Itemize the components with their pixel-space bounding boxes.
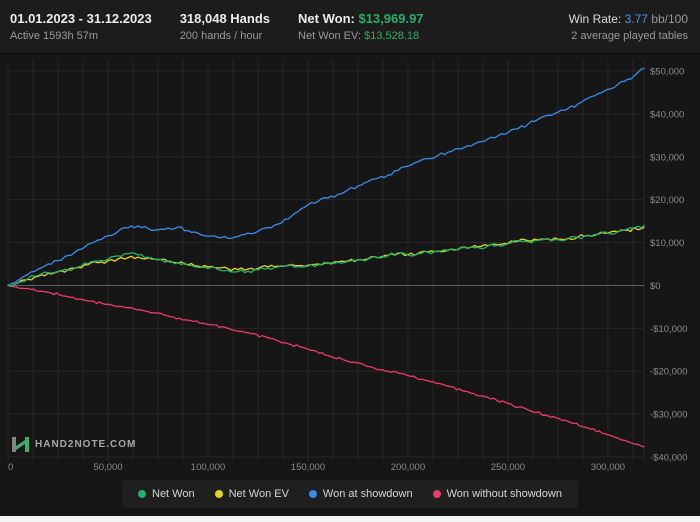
hand2note-logo: HAND2NOTE.COM (12, 437, 136, 452)
chart-legend: Net Won Net Won EV Won at showdown Won with… (122, 480, 578, 508)
series-line-won-at-showdown (7, 67, 645, 287)
net-won-ev-value: $13,528.18 (364, 30, 420, 42)
avg-tables: 2 average played tables (571, 29, 688, 42)
win-rate-line: Win Rate: 3.77 bb/100 (569, 12, 688, 26)
y-tick-label: -$30,000 (650, 410, 688, 421)
legend-row: Net Won Net Won EV Won at showdown Won with… (0, 472, 700, 516)
y-tick-label: -$20,000 (650, 367, 688, 378)
series-line-won-without-showdown (7, 284, 645, 448)
x-tick-label: 300,000 (591, 462, 625, 472)
legend-dot-won-at-showdown (308, 490, 317, 498)
series-line-net-won (7, 224, 645, 287)
legend-dot-net-won-ev (214, 490, 223, 498)
equity-chart[interactable]: $50,000 $40,000 $30,000 $20,000 $10,000 $0 -$1… (0, 54, 700, 472)
date-range: 01.01.2023 - 31.12.2023 (10, 11, 152, 26)
legend-dot-net-won (138, 490, 146, 498)
x-tick-label: 250,000 (491, 462, 525, 472)
legend-item-net-won-ev[interactable]: Net Won EV (214, 488, 289, 500)
hands-per-hour: 200 hands / hour (179, 30, 263, 42)
legend-label-net-won: Net Won (152, 488, 195, 500)
x-tick-label: 200,000 (391, 462, 425, 472)
net-won-value: $13,969.97 (358, 11, 424, 26)
stats-header: 01.01.2023 - 31.12.2023 Active 1593h 57m… (0, 0, 700, 54)
y-tick-label: $50,000 (650, 67, 684, 78)
x-tick-label: 0 (8, 462, 13, 472)
y-tick-label: $0 (650, 281, 661, 292)
y-tick-label: $40,000 (650, 109, 684, 120)
x-tick-label: 50,000 (93, 462, 122, 472)
active-time: Active 1593h 57m (10, 30, 99, 42)
net-won-group: Net Won: $13,969.97 Net Won EV: $13,528.… (298, 11, 424, 42)
legend-item-won-without-showdown[interactable]: Won without showdown (432, 488, 562, 500)
net-won-line: Net Won: $13,969.97 (298, 11, 424, 26)
net-won-label: Net Won: (298, 11, 355, 26)
win-rate-label: Win Rate: (568, 11, 622, 26)
y-tick-label: $10,000 (650, 238, 684, 249)
x-tick-label: 150,000 (291, 462, 325, 472)
x-tick-label: 100,000 (191, 462, 225, 472)
net-won-ev-label: Net Won EV: (298, 30, 362, 42)
net-won-ev-line: Net Won EV: $13,528.18 (298, 30, 424, 42)
hands-total: 318,048 Hands (179, 11, 271, 26)
series-line-net-won-ev (7, 226, 645, 287)
y-tick-label: -$40,000 (650, 453, 688, 464)
y-tick-label: $20,000 (650, 195, 684, 206)
legend-label-won-without-showdown: Won without showdown (446, 488, 562, 500)
y-tick-label: -$10,000 (650, 324, 688, 335)
win-rate-value: 3.77 (624, 11, 648, 26)
legend-dot-won-without-showdown (432, 490, 441, 498)
win-rate-group: Win Rate: 3.77 bb/100 2 average played t… (569, 12, 688, 42)
hand2note-icon (12, 437, 29, 452)
legend-label-net-won-ev: Net Won EV (228, 488, 289, 500)
legend-label-won-at-showdown: Won at showdown (322, 488, 413, 500)
win-rate-unit: bb/100 (651, 11, 688, 26)
bottom-strip (0, 516, 700, 522)
hands-group: 318,048 Hands 200 hands / hour (180, 11, 270, 42)
chart-area: $50,000 $40,000 $30,000 $20,000 $10,000 $0 -$1… (0, 54, 700, 472)
y-tick-label: $30,000 (650, 152, 684, 163)
legend-item-won-at-showdown[interactable]: Won at showdown (308, 488, 413, 500)
date-range-group: 01.01.2023 - 31.12.2023 Active 1593h 57m (10, 11, 152, 42)
hand2note-text: HAND2NOTE.COM (35, 439, 137, 450)
legend-item-net-won[interactable]: Net Won (138, 488, 195, 500)
